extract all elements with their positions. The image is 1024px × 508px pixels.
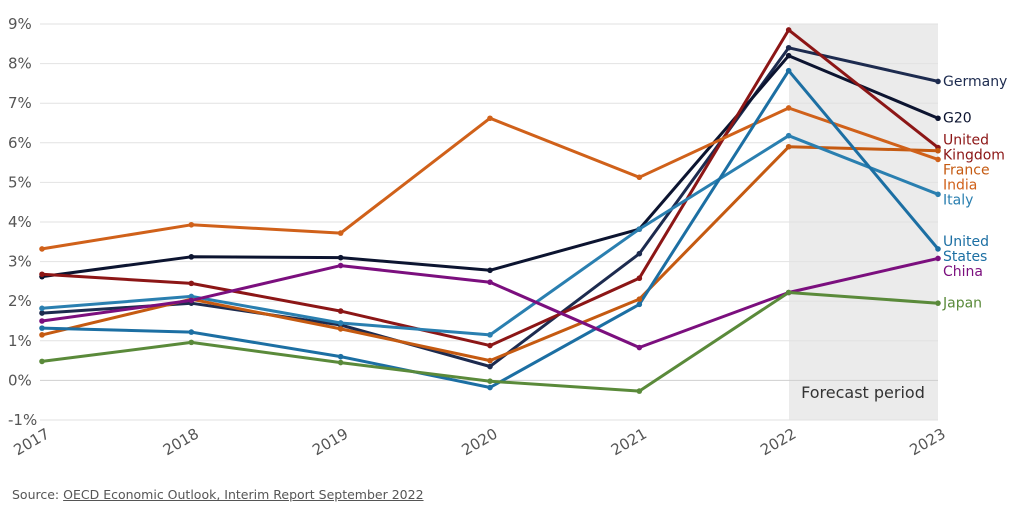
x-tick-label: 2018 [160,425,202,460]
data-point [636,250,643,257]
data-point [39,271,45,278]
data-point [487,115,493,122]
data-point [337,308,344,314]
x-tick-label: 2019 [309,425,351,460]
series-label-italy: Italy [943,193,973,209]
y-tick-label: 2% [8,292,32,310]
data-point [39,358,45,365]
y-tick-label: 0% [8,371,32,389]
data-point [337,254,344,261]
y-tick-label: 7% [8,94,32,112]
y-tick-label: 4% [8,213,32,231]
data-point [785,44,792,51]
data-point [487,378,493,384]
data-point [188,280,195,287]
data-point [487,357,493,364]
data-point [337,262,344,269]
series-label-germany: Germany [943,74,1007,90]
data-point [785,143,792,150]
data-point [487,332,493,338]
data-point [785,52,792,59]
series-label-g20: G20 [943,111,972,127]
data-point [39,305,45,312]
data-point [935,115,941,122]
data-point [337,353,344,360]
data-point [785,289,792,296]
y-tick-label: 9% [8,15,32,33]
data-point [337,359,344,366]
source-link[interactable]: OECD Economic Outlook, Interim Report Se… [63,487,424,502]
data-point [935,156,941,163]
data-point [935,78,941,85]
data-point [39,310,45,316]
series-label-united-states: United States [943,234,989,265]
data-point [39,246,45,252]
series-label-india: India [943,178,977,194]
source-note: Source: OECD Economic Outlook, Interim R… [12,487,424,502]
series-label-china: China [943,264,983,280]
forecast-period-label: Forecast period [801,383,925,402]
data-point [636,226,643,232]
data-point [785,132,792,139]
data-point [935,246,941,252]
y-tick-label: -1% [8,411,37,429]
data-point [39,318,45,324]
data-point [39,332,45,338]
data-point [487,363,493,370]
data-point [487,342,493,349]
data-point [337,326,344,332]
data-point [636,301,643,308]
data-point [935,300,941,306]
x-axis-tick-labels: 2017 2018 2019 2020 2021 2022 2023 [11,425,949,460]
y-tick-label: 1% [8,332,32,350]
y-tick-label: 8% [8,55,32,73]
source-prefix: Source: [12,487,64,502]
x-tick-label: 2023 [907,425,949,460]
data-point [636,174,643,181]
data-point [487,384,493,391]
line-chart: Forecast period 9%8%7%6%5%4%3%2%1%0%-1% … [8,15,1007,460]
data-point [935,255,941,262]
data-point [785,27,792,33]
y-tick-label: 6% [8,134,32,152]
data-point [935,191,941,198]
data-point [39,325,45,331]
data-point [337,230,344,236]
data-point [188,329,195,335]
data-point [487,279,493,285]
y-tick-label: 5% [8,173,32,191]
x-tick-label: 2022 [757,425,799,460]
series-label-france: France [943,163,990,179]
data-point [188,254,195,260]
data-point [188,297,195,304]
data-point [785,105,792,111]
x-tick-label: 2021 [608,425,650,460]
data-point [636,275,643,282]
data-point [636,344,643,351]
data-point [337,320,344,326]
data-point [935,147,941,154]
data-point [188,293,195,300]
data-point [636,388,643,394]
data-point [188,339,195,346]
data-point [636,296,643,303]
x-tick-label: 2020 [459,425,501,460]
y-tick-label: 3% [8,253,32,271]
y-axis-tick-labels: 9% 8% 7% 6% 5% 4% 3% 2% 1% 0% -1% [8,15,37,429]
series-points [39,27,941,394]
data-point [487,267,493,274]
data-point [785,67,792,74]
x-tick-label: 2017 [11,425,53,460]
data-point [188,221,195,228]
series-label-united-kingdom: United Kingdom [943,133,1005,164]
series-label-japan: Japan [942,296,982,312]
